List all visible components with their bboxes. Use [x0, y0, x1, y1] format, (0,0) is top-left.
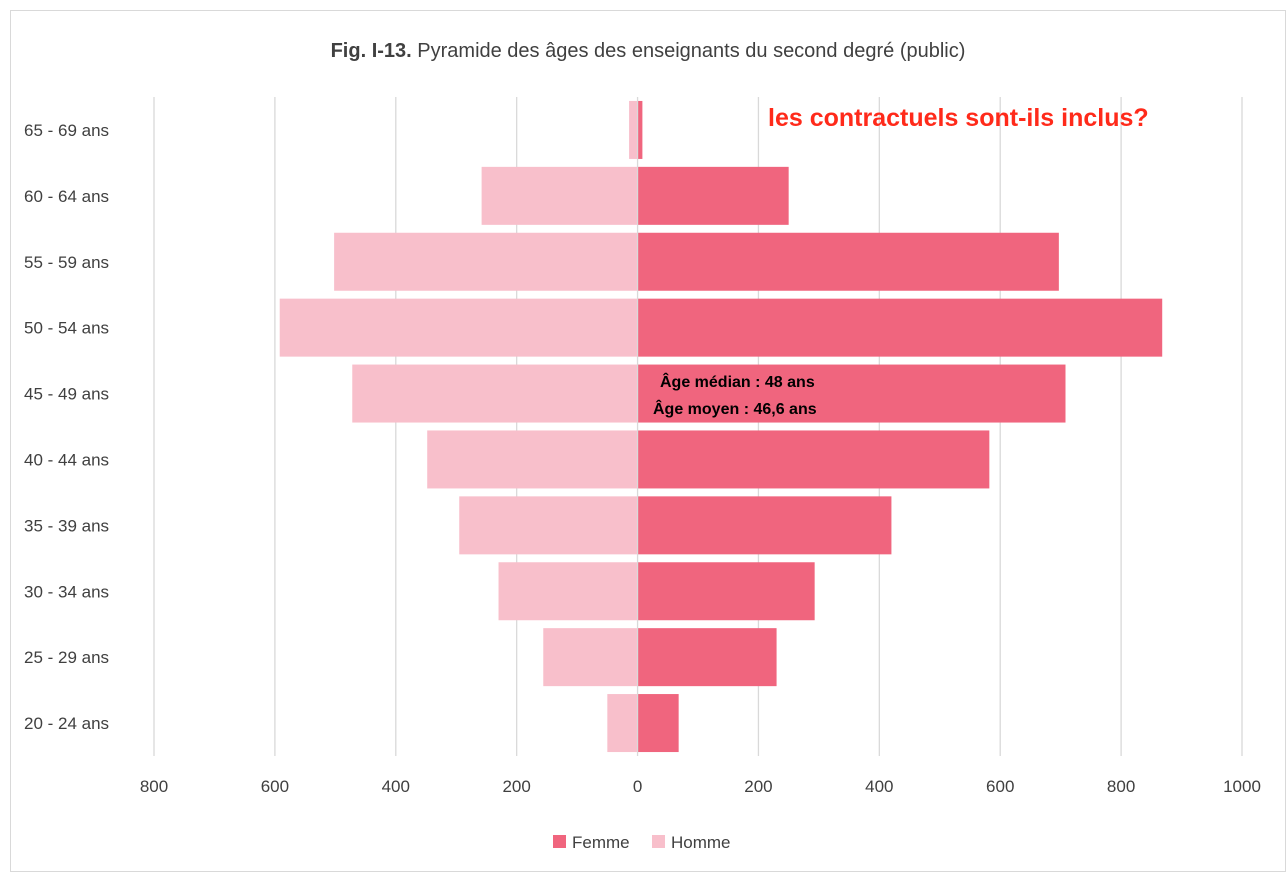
bar-femme	[637, 496, 892, 555]
x-tick-label: 800	[1107, 777, 1135, 796]
bar-homme	[279, 298, 638, 357]
category-label: 45 - 49 ans	[24, 385, 109, 404]
bar-femme	[637, 232, 1059, 291]
category-label: 20 - 24 ans	[24, 714, 109, 733]
bar-femme	[637, 298, 1163, 357]
x-tick-label: 400	[382, 777, 410, 796]
gridlines	[153, 97, 1243, 756]
legend-swatch	[652, 835, 665, 848]
x-tick-label: 200	[744, 777, 772, 796]
x-tick-label: 600	[261, 777, 289, 796]
bar-homme	[629, 100, 638, 159]
category-label: 35 - 39 ans	[24, 516, 109, 535]
x-tick-label: 600	[986, 777, 1014, 796]
bar-femme	[637, 100, 643, 159]
bar-femme	[637, 694, 679, 753]
category-label: 30 - 34 ans	[24, 582, 109, 601]
legend-swatch	[553, 835, 566, 848]
bar-femme	[637, 562, 815, 621]
bar-homme	[481, 166, 638, 225]
bar-femme	[637, 364, 1066, 423]
bars	[279, 100, 1163, 753]
note-annotation: les contractuels sont-ils inclus?	[768, 104, 1149, 132]
bar-homme	[498, 562, 638, 621]
category-label: 40 - 44 ans	[24, 450, 109, 469]
mean-age-annotation: Âge moyen : 46,6 ans	[653, 399, 817, 418]
category-label: 25 - 29 ans	[24, 648, 109, 667]
category-label: 65 - 69 ans	[24, 121, 109, 140]
chart-title: Fig. I-13. Pyramide des âges des enseign…	[331, 40, 966, 62]
bar-femme	[637, 166, 789, 225]
bar-homme	[543, 628, 638, 687]
chart-title-text: Pyramide des âges des enseignants du sec…	[417, 40, 965, 62]
legend-label: Femme	[572, 833, 630, 852]
bar-femme	[637, 430, 990, 489]
bar-homme	[459, 496, 638, 555]
category-label: 55 - 59 ans	[24, 253, 109, 272]
bar-homme	[334, 232, 638, 291]
bar-homme	[427, 430, 638, 489]
category-label: 60 - 64 ans	[24, 187, 109, 206]
bar-homme	[352, 364, 638, 423]
x-tick-label: 1000	[1223, 777, 1261, 796]
median-age-annotation: Âge médian : 48 ans	[660, 372, 815, 391]
legend-label: Homme	[671, 833, 731, 852]
x-tick-label: 200	[502, 777, 530, 796]
category-label: 50 - 54 ans	[24, 319, 109, 338]
x-tick-label: 400	[865, 777, 893, 796]
x-tick-label: 0	[633, 777, 642, 796]
x-tick-label: 800	[140, 777, 168, 796]
chart-title-bold: Fig. I-13.	[331, 40, 412, 62]
x-tick-labels: 800 600 400 200 0 200 400 600 800 1000	[140, 777, 1261, 796]
bar-homme	[607, 694, 638, 753]
legend: Femme Homme	[553, 833, 731, 852]
bar-femme	[637, 628, 777, 687]
category-labels: 20 - 24 ans 25 - 29 ans 30 - 34 ans 35 - 39…	[24, 121, 109, 733]
